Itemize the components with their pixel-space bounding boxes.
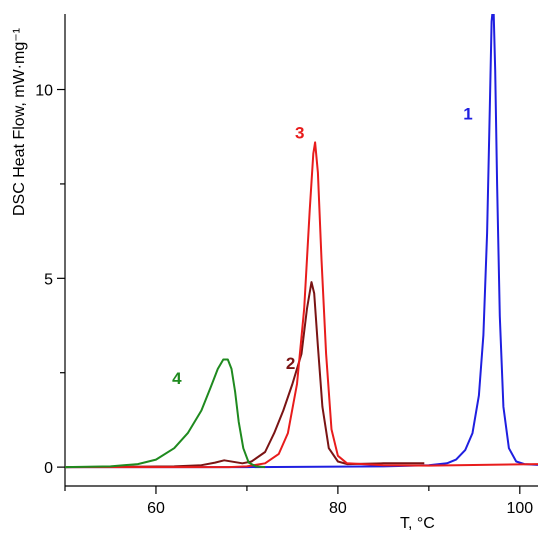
x-tick-label: 100: [506, 500, 533, 517]
labels: 1 2 3 4: [172, 105, 473, 388]
curve-label-1: 1: [463, 105, 472, 124]
x-axis-label: T, °C: [400, 515, 435, 532]
curve-label-4: 4: [172, 369, 182, 388]
y-tick-label: 0: [44, 460, 53, 477]
series-line-1: [65, 14, 538, 469]
curves: [65, 14, 538, 469]
series-line-2: [65, 281, 425, 469]
y-axis-label: DSC Heat Flow, mW·mg⁻¹: [11, 28, 28, 216]
series-line-3: [65, 141, 538, 469]
curve-label-3: 3: [295, 124, 304, 143]
curve-label-2: 2: [286, 354, 295, 373]
x-tick-label: 80: [329, 500, 347, 517]
y-tick-label: 10: [35, 83, 53, 100]
axes: 60 80 100 0 5 10: [35, 14, 538, 517]
y-tick-label: 5: [44, 271, 53, 288]
series-line-4: [65, 358, 266, 469]
x-tick-label: 60: [147, 500, 165, 517]
